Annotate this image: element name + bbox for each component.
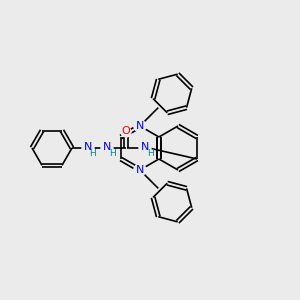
Circle shape [134,164,146,176]
Text: N: N [136,165,144,175]
Text: N: N [103,142,111,152]
Circle shape [101,142,113,154]
Text: N: N [141,142,149,152]
Circle shape [121,127,131,137]
Text: N: N [84,142,92,152]
Circle shape [82,142,94,154]
Text: O: O [122,126,130,136]
Text: H: H [90,148,96,158]
Text: H: H [147,148,153,158]
Circle shape [134,120,146,132]
Circle shape [139,142,151,154]
Text: H: H [109,148,116,158]
Text: N: N [136,121,144,131]
